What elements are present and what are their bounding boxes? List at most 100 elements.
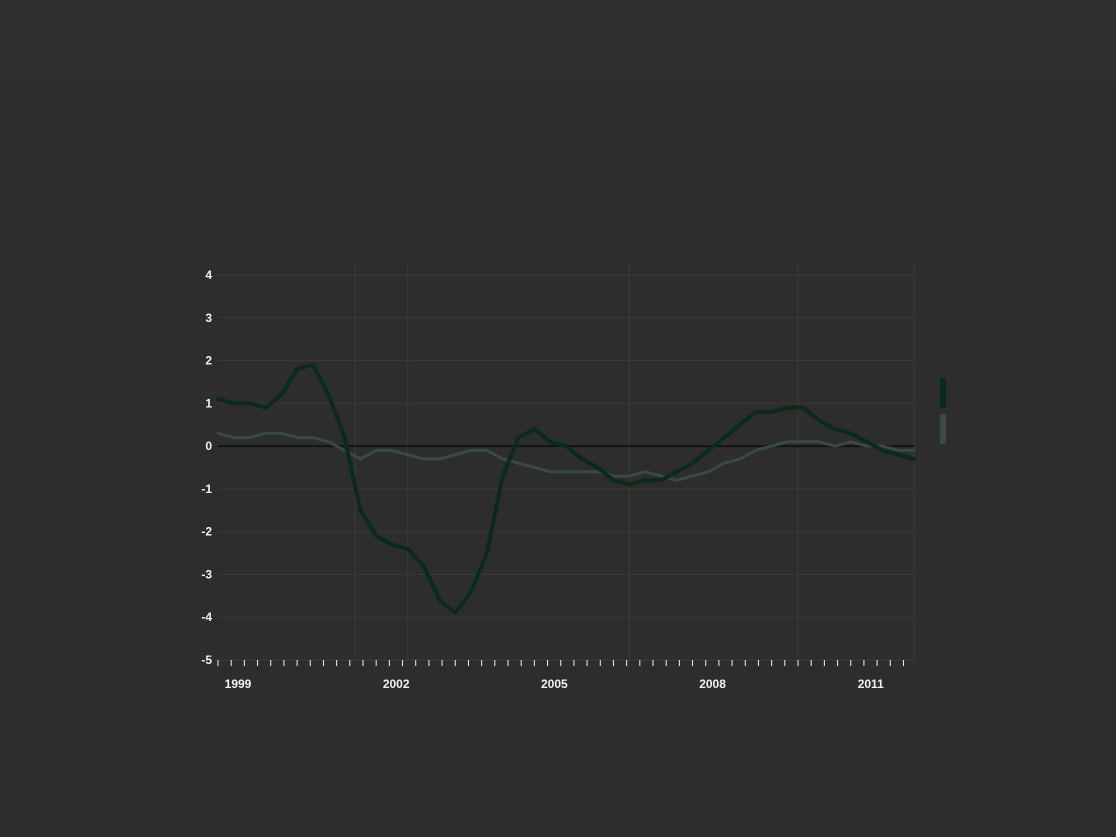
- data-point-main: [280, 394, 282, 396]
- data-point-main: [739, 424, 741, 426]
- data-point-main: [438, 599, 440, 601]
- data-point-main: [581, 458, 583, 460]
- data-point-main: [723, 437, 725, 439]
- data-point-secondary: [280, 432, 282, 434]
- data-point-secondary: [518, 462, 520, 464]
- data-point-secondary: [565, 471, 567, 473]
- data-point-main: [897, 454, 899, 456]
- data-point-main: [233, 402, 235, 404]
- data-point-main: [486, 552, 488, 554]
- data-point-main: [692, 462, 694, 464]
- y-tick-label: -1: [201, 482, 212, 496]
- data-point-main: [249, 402, 251, 404]
- data-point-main: [676, 471, 678, 473]
- data-point-secondary: [628, 475, 630, 477]
- data-point-main: [612, 479, 614, 481]
- data-point-secondary: [707, 471, 709, 473]
- y-tick-label: 4: [205, 268, 212, 282]
- y-tick-label: 0: [205, 439, 212, 453]
- y-tick-label: -2: [201, 525, 212, 539]
- data-point-main: [391, 544, 393, 545]
- legend-item-main: [940, 378, 1110, 408]
- data-point-main: [707, 449, 709, 451]
- x-tick-label: 2008: [699, 677, 726, 691]
- data-point-main: [834, 428, 836, 430]
- data-point-main: [565, 445, 567, 447]
- legend-item-secondary: [940, 414, 1110, 444]
- y-tick-label: 1: [205, 396, 212, 410]
- data-point-secondary: [312, 437, 314, 439]
- legend-swatch-secondary: [940, 414, 946, 444]
- data-point-secondary: [407, 454, 409, 456]
- data-point-secondary: [818, 441, 820, 443]
- data-point-main: [597, 467, 599, 468]
- data-point-secondary: [723, 462, 725, 464]
- x-tick-label: 2002: [383, 677, 410, 691]
- data-point-secondary: [597, 471, 599, 473]
- data-point-main: [755, 411, 757, 413]
- data-point-secondary: [786, 441, 788, 443]
- data-point-main: [913, 458, 915, 460]
- data-point-main: [533, 428, 535, 430]
- data-point-main: [423, 565, 425, 567]
- series-line-secondary: [216, 431, 916, 482]
- data-point-secondary: [344, 449, 346, 451]
- data-point-main: [454, 612, 456, 614]
- data-point-secondary: [502, 458, 504, 460]
- data-point-main: [502, 475, 504, 477]
- data-point-secondary: [549, 471, 551, 473]
- data-point-main: [786, 407, 788, 409]
- data-point-main: [628, 484, 630, 486]
- data-point-main: [802, 407, 804, 409]
- data-point-secondary: [881, 445, 883, 447]
- data-point-secondary: [454, 454, 456, 456]
- data-point-main: [881, 449, 883, 451]
- data-point-secondary: [850, 441, 852, 443]
- data-point-secondary: [359, 458, 361, 460]
- data-point-main: [470, 591, 472, 593]
- data-point-secondary: [486, 449, 488, 451]
- data-point-main: [771, 411, 773, 413]
- data-point-main: [518, 437, 520, 439]
- y-tick-label: 3: [205, 311, 212, 325]
- x-tick-label: 2011: [858, 677, 884, 691]
- legend: [940, 378, 1110, 450]
- data-point-secondary: [676, 479, 678, 481]
- x-tick-label: 1999: [225, 677, 252, 691]
- data-point-main: [818, 419, 820, 421]
- data-point-main: [344, 437, 346, 439]
- data-point-secondary: [375, 449, 377, 451]
- data-point-secondary: [296, 437, 298, 439]
- data-point-main: [217, 398, 219, 400]
- data-point-secondary: [834, 445, 836, 447]
- data-point-secondary: [771, 445, 773, 447]
- y-tick-label: -4: [201, 610, 212, 624]
- data-point-main: [375, 535, 377, 537]
- legend-swatch-main: [940, 378, 946, 408]
- data-point-secondary: [692, 475, 694, 477]
- data-point-secondary: [423, 458, 425, 460]
- data-point-main: [312, 364, 314, 366]
- y-tick-label: -5: [201, 653, 212, 667]
- x-tick-label: 2005: [541, 677, 568, 691]
- data-point-secondary: [533, 467, 535, 468]
- data-point-main: [644, 479, 646, 481]
- data-point-secondary: [612, 475, 614, 477]
- data-point-secondary: [866, 445, 868, 447]
- top-band: [0, 0, 1116, 84]
- data-point-main: [866, 441, 868, 443]
- data-point-secondary: [264, 432, 266, 434]
- data-point-main: [296, 368, 298, 370]
- data-point-main: [660, 479, 662, 481]
- data-point-main: [850, 432, 852, 434]
- data-point-main: [328, 394, 330, 396]
- data-point-secondary: [913, 449, 915, 451]
- data-point-secondary: [897, 449, 899, 451]
- data-point-secondary: [660, 475, 662, 477]
- data-point-secondary: [755, 449, 757, 451]
- data-point-secondary: [391, 449, 393, 451]
- data-point-secondary: [249, 437, 251, 439]
- data-point-secondary: [644, 471, 646, 473]
- data-point-secondary: [438, 458, 440, 460]
